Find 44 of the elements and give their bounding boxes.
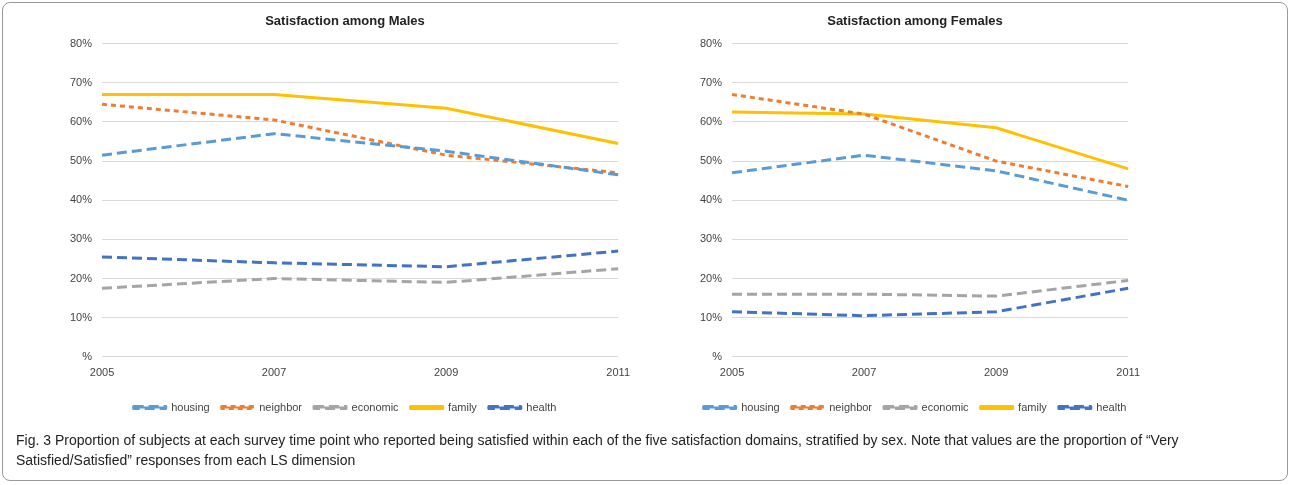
legend-label: health bbox=[1096, 400, 1127, 413]
y-tick-label: 50% bbox=[69, 154, 93, 167]
line-series bbox=[730, 93, 1130, 188]
y-tick-label: 40% bbox=[69, 193, 93, 206]
x-tick-label: 2007 bbox=[261, 366, 287, 379]
y-tick-label: 70% bbox=[699, 75, 723, 88]
y-tick-label: 20% bbox=[699, 271, 723, 284]
caption: Fig. 3 Proportion of subjects at each survey time point who reported being satisfied within each of the five satisfaction domains, stratified by sex. Note that values are the proportion of “Very Satisfied/Satisfied” responses from each LS dimension bbox=[16, 431, 1180, 470]
legend-label: housing bbox=[741, 400, 780, 413]
chart-title: Satisfaction among Females bbox=[827, 13, 1003, 29]
y-tick-label: 60% bbox=[69, 114, 93, 127]
legend-label: economic bbox=[921, 400, 970, 413]
x-tick-label: 2005 bbox=[89, 366, 115, 379]
legend-label: family bbox=[1018, 400, 1048, 413]
line-series bbox=[100, 267, 620, 290]
y-tick-label: 80% bbox=[699, 36, 723, 49]
legend-label: economic bbox=[351, 400, 400, 413]
x-tick-label: 2009 bbox=[433, 366, 459, 379]
x-tick-label: 2011 bbox=[606, 366, 630, 379]
y-tick-label: 20% bbox=[69, 271, 93, 284]
legend-label: neighbor bbox=[259, 400, 303, 413]
line-series bbox=[100, 132, 620, 177]
y-tick-label: 60% bbox=[699, 114, 723, 127]
line-series bbox=[100, 249, 620, 269]
y-tick-label: 10% bbox=[69, 310, 93, 323]
y-tick-label: 10% bbox=[699, 310, 723, 323]
legend-label: housing bbox=[171, 400, 210, 413]
y-tick-label: % bbox=[712, 349, 723, 362]
line-series bbox=[730, 153, 1130, 202]
x-tick-label: 2009 bbox=[983, 366, 1009, 379]
x-tick-label: 2007 bbox=[851, 366, 877, 379]
y-tick-label: 30% bbox=[699, 232, 723, 245]
y-tick-label: 40% bbox=[699, 193, 723, 206]
y-tick-label: 70% bbox=[69, 75, 93, 88]
y-tick-label: 50% bbox=[699, 154, 723, 167]
y-tick-label: 30% bbox=[69, 232, 93, 245]
y-tick-label: 80% bbox=[69, 36, 93, 49]
x-tick-label: 2011 bbox=[1116, 366, 1140, 379]
y-tick-label: % bbox=[82, 349, 93, 362]
x-tick-label: 2005 bbox=[719, 366, 745, 379]
legend-label: family bbox=[448, 400, 478, 413]
legend-label: neighbor bbox=[829, 400, 873, 413]
legend-label: health bbox=[526, 400, 557, 413]
chart-title: Satisfaction among Males bbox=[265, 13, 425, 29]
